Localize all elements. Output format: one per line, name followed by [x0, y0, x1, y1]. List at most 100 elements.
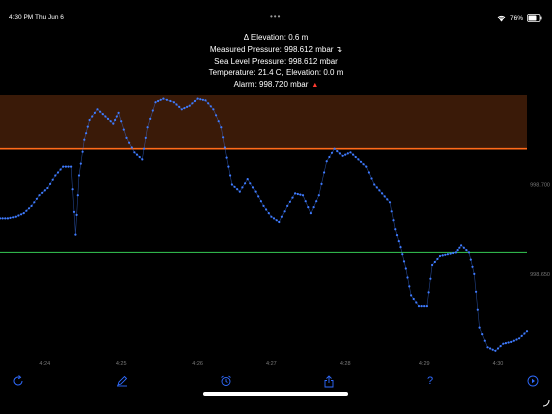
- pressure-data-point: [230, 183, 233, 186]
- alarm-button[interactable]: [217, 372, 235, 390]
- pressure-data-point: [473, 272, 476, 275]
- pressure-data-point: [59, 168, 62, 171]
- pressure-data-point: [6, 217, 9, 220]
- pressure-data-point: [141, 158, 144, 161]
- pressure-data-point: [159, 98, 162, 101]
- alarm-clock-icon: [220, 375, 232, 387]
- pressure-data-point: [22, 212, 25, 215]
- pressure-data-point: [523, 332, 526, 335]
- help-button[interactable]: ?: [421, 372, 439, 390]
- pressure-data-point: [504, 342, 507, 345]
- pressure-data-point: [317, 194, 320, 197]
- pressure-data-point: [408, 285, 411, 288]
- pressure-data-point: [251, 186, 255, 189]
- pressure-data-point: [199, 98, 202, 101]
- pressure-data-point: [404, 267, 407, 270]
- pressure-data-point: [307, 206, 310, 209]
- pressure-data-point: [370, 177, 373, 180]
- pressure-data-point: [27, 207, 31, 210]
- pressure-data-point: [117, 111, 120, 114]
- status-time: 4:30 PM: [9, 14, 34, 21]
- share-button[interactable]: [320, 372, 338, 390]
- alarm-zone: [0, 95, 527, 149]
- pressure-data-point: [91, 115, 94, 118]
- pressure-data-point: [86, 125, 89, 128]
- refresh-button[interactable]: [9, 372, 27, 390]
- pressure-data-point: [471, 265, 474, 268]
- pressure-data-point: [51, 178, 54, 181]
- edit-button[interactable]: [113, 372, 131, 390]
- multitasking-menu-icon[interactable]: •••: [270, 12, 282, 21]
- pressure-data-point: [433, 260, 436, 264]
- pressure-data-point: [304, 200, 307, 203]
- pressure-data-point: [135, 153, 139, 156]
- pressure-data-point: [172, 101, 175, 104]
- pressure-data-point: [272, 217, 276, 220]
- x-tick-label: 4:27: [266, 361, 277, 367]
- home-indicator[interactable]: [203, 392, 348, 396]
- pressure-data-point: [178, 105, 181, 108]
- pressure-data-point: [507, 341, 510, 344]
- sea-level-pressure: Sea Level Pressure: 998.612 mbar: [214, 56, 338, 66]
- pressure-data-point: [496, 347, 500, 350]
- pressure-data-point: [270, 215, 273, 218]
- pressure-data-point: [354, 155, 357, 159]
- pressure-data-point: [381, 192, 384, 195]
- pressure-data-point: [386, 198, 389, 201]
- y-tick-label: 998.650: [530, 272, 550, 278]
- elevation-delta: Δ Elevation: 0.6 m: [243, 33, 309, 42]
- pressure-data-point: [71, 188, 74, 191]
- pressure-data-point: [146, 126, 149, 129]
- pressure-data-point: [9, 216, 12, 219]
- pressure-data-point: [286, 204, 289, 207]
- pressure-data-point: [64, 165, 67, 168]
- pressure-data-point: [462, 246, 465, 249]
- play-button[interactable]: [524, 372, 542, 390]
- pressure-data-point: [215, 114, 218, 117]
- pressure-data-point: [362, 163, 365, 166]
- pressure-data-point: [217, 120, 220, 123]
- pressure-data-point: [130, 146, 133, 149]
- pressure-data-point: [301, 194, 305, 197]
- pressure-data-point: [144, 136, 147, 139]
- pressure-data-point: [491, 348, 494, 351]
- pressure-readout: Δ Elevation: 0.6 m Measured Pressure: 99…: [150, 32, 402, 92]
- pressure-data-point: [446, 253, 449, 256]
- pressure-data-point: [520, 334, 523, 337]
- pressure-data-point: [46, 186, 49, 190]
- pressure-data-point: [296, 192, 299, 196]
- pressure-data-point: [180, 108, 183, 111]
- pressure-data-point: [420, 305, 423, 308]
- pressure-data-point: [397, 240, 400, 243]
- pressure-data-point: [330, 151, 334, 154]
- pressure-data-point: [99, 110, 102, 113]
- pressure-data-point: [469, 258, 472, 261]
- pressure-data-point: [122, 128, 125, 131]
- status-indicators: 76%: [497, 13, 542, 23]
- pressure-data-point: [341, 154, 344, 157]
- pressure-data-point: [128, 141, 131, 144]
- alarm-warning-icon: ▲: [311, 82, 319, 90]
- pressure-data-point: [106, 117, 110, 120]
- pressure-data-point: [79, 162, 82, 165]
- pressure-data-point: [427, 291, 430, 294]
- resize-corner-icon: [542, 394, 550, 412]
- pressure-data-point: [120, 120, 123, 123]
- pressure-data-point: [478, 326, 481, 329]
- play-icon: [527, 375, 539, 387]
- pressure-data-point: [344, 153, 347, 156]
- pressure-chart[interactable]: 998.700 998.650 4:24 4:25 4:26 4:27 4:28 4:29 4:…: [0, 0, 552, 372]
- share-icon: [323, 374, 335, 388]
- pressure-data-point: [209, 105, 212, 108]
- pressure-data-point: [336, 150, 339, 153]
- pressure-data-point: [112, 122, 115, 125]
- pressure-data-point: [0, 217, 2, 220]
- pressure-data-point: [43, 189, 46, 192]
- pressure-data-point: [115, 115, 118, 118]
- pressure-data-point: [74, 233, 77, 236]
- pressure-data-point: [249, 182, 252, 185]
- pressure-data-point: [410, 294, 413, 297]
- pressure-data-point: [328, 155, 331, 159]
- pressure-data-point: [486, 346, 489, 349]
- battery-percent: 76%: [509, 14, 523, 22]
